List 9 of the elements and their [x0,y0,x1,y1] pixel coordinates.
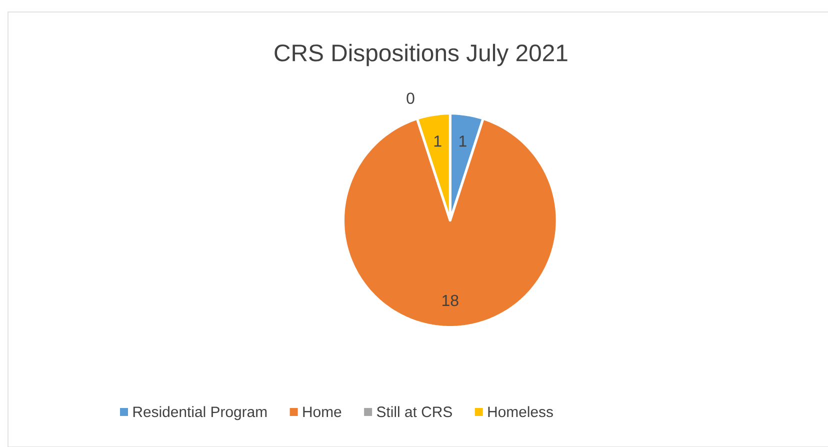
legend-label: Still at CRS [376,406,452,418]
data-label: 18 [442,294,458,306]
legend-label: Home [303,406,342,418]
legend-label: Residential Program [133,406,267,420]
chart-title: CRS Dispositions July 2021 [274,44,568,66]
data-label: 1 [459,136,466,147]
data-label: 1 [434,136,442,147]
legend-label: Homeless [488,406,553,418]
text: 0 [406,92,414,104]
